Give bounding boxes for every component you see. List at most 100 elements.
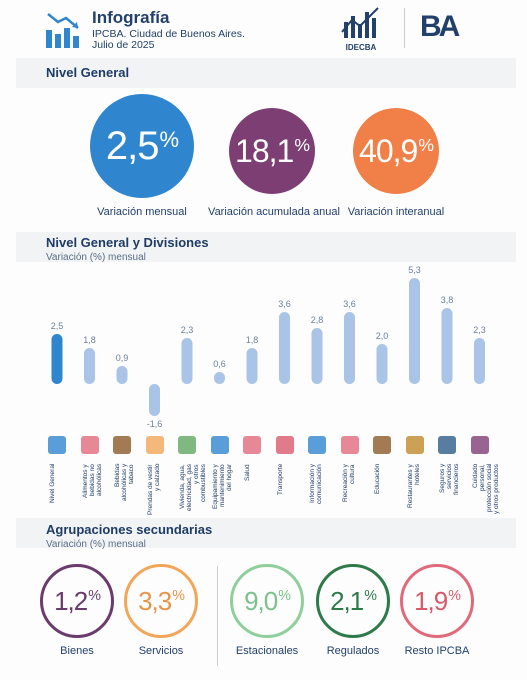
bar-value-label-6: 1,8 bbox=[246, 335, 259, 345]
section-band-nivel-general bbox=[16, 58, 516, 88]
subtitle-line-1: IPCBA. Ciudad de Buenos Aires. bbox=[92, 28, 245, 40]
header-divider bbox=[404, 8, 405, 48]
bar-value-label-8: 2,8 bbox=[311, 315, 324, 325]
division-label-1: Alimentos y bebidas no alcohólicas bbox=[81, 464, 103, 498]
group-bienes-ring: 1,2% bbox=[40, 564, 114, 638]
bar-12 bbox=[441, 308, 453, 384]
bar-value-label-11: 5,3 bbox=[408, 265, 421, 275]
bar-0 bbox=[51, 334, 63, 384]
group-estacionales-ring: 9,0% bbox=[230, 564, 304, 638]
bar-11 bbox=[409, 278, 420, 384]
group-estacionales-value: 9,0 bbox=[244, 585, 278, 616]
bar-9 bbox=[344, 312, 355, 384]
division-label-7: Transporte bbox=[276, 464, 284, 496]
bar-value-label-1: 1,8 bbox=[83, 335, 96, 345]
group-resto-ring: 1,9% bbox=[400, 564, 474, 638]
bar-10 bbox=[376, 344, 388, 384]
division-label-0: Nivel General bbox=[49, 464, 56, 504]
bar-4 bbox=[181, 338, 193, 384]
car-icon bbox=[275, 436, 294, 454]
computer-icon bbox=[308, 436, 326, 454]
bar-value-label-5: 0,6 bbox=[213, 359, 226, 369]
bar-value-label-4: 2,3 bbox=[181, 325, 194, 335]
group-bienes-caption: Bienes bbox=[60, 645, 94, 657]
group-estacionales-caption: Estacionales bbox=[235, 645, 299, 657]
group-servicios-value: 3,3 bbox=[138, 585, 172, 616]
idecba-logo-text: IDECBA bbox=[345, 43, 377, 52]
bar-1 bbox=[84, 348, 95, 384]
bar-8 bbox=[311, 328, 323, 384]
indicator-yearly-value: 40,9 bbox=[359, 132, 418, 169]
group-regulados-caption: Regulados bbox=[326, 645, 380, 657]
bar-2 bbox=[116, 366, 128, 384]
division-label-9: Recreación y cultura bbox=[341, 464, 356, 502]
division-icons-row bbox=[0, 434, 527, 464]
percent-sign: % bbox=[172, 587, 185, 604]
bar-value-label-3: -1,6 bbox=[147, 419, 163, 429]
section-title-agrupaciones: Agrupaciones secundarias bbox=[46, 522, 213, 537]
group-bienes-value: 1,2 bbox=[54, 585, 88, 616]
section-title-divisiones: Nivel General y Divisiones bbox=[46, 235, 209, 250]
indicator-yearly-circle: 40,9% bbox=[353, 108, 439, 194]
section-subtitle-divisiones: Variación (%) mensual bbox=[46, 252, 146, 263]
ba-logo: BA bbox=[420, 10, 460, 43]
group-servicios-ring: 3,3% bbox=[124, 564, 198, 638]
index-icon bbox=[48, 436, 66, 454]
header-chart-icon bbox=[44, 10, 82, 50]
furniture-icon bbox=[210, 436, 229, 454]
recreation-icon bbox=[340, 436, 359, 454]
division-label-6: Salud bbox=[244, 464, 251, 481]
subtitle-line-2: Julio de 2025 bbox=[92, 39, 155, 51]
division-label-4: Vivienda, agua, electricidad, gas y otro… bbox=[179, 464, 207, 511]
group-resto-value: 1,9 bbox=[414, 585, 448, 616]
bar-value-label-9: 3,6 bbox=[343, 299, 356, 309]
idecba-logo: IDECBA bbox=[340, 6, 382, 52]
section-subtitle-agrupaciones: Variación (%) mensual bbox=[46, 539, 146, 550]
restaurant-icon bbox=[405, 436, 424, 454]
percent-sign: % bbox=[159, 126, 180, 152]
group-servicios-caption: Servicios bbox=[138, 645, 184, 657]
food-icon bbox=[80, 436, 99, 454]
percent-sign: % bbox=[418, 135, 434, 156]
education-icon bbox=[373, 436, 391, 454]
section-title-nivel-general: Nivel General bbox=[46, 65, 130, 80]
percent-sign: % bbox=[88, 587, 101, 604]
percent-sign: % bbox=[364, 587, 377, 604]
group-regulados-ring: 2,1% bbox=[316, 564, 390, 638]
group-regulados-value: 2,1 bbox=[330, 585, 364, 616]
bar-6 bbox=[246, 348, 258, 384]
division-label-10: Educación bbox=[374, 464, 381, 495]
indicator-monthly-caption: Variación mensual bbox=[97, 206, 187, 218]
division-label-8: Información y comunicación bbox=[309, 464, 323, 504]
division-label-2: Bebidas alcohólicas y tabaco bbox=[114, 464, 135, 502]
division-labels-row: Nivel General Alimentos y bebidas no alco… bbox=[0, 462, 527, 522]
indicator-accumulated-value: 18,1 bbox=[235, 132, 294, 169]
division-label-5: Equipamiento y mantenimiento del hogar bbox=[211, 464, 233, 509]
house-icon bbox=[178, 436, 196, 454]
bar-value-label-2: 0,9 bbox=[116, 353, 129, 363]
groups-divider bbox=[217, 566, 218, 666]
divisions-bar-chart: 2,5 1,8 0,9 -1,6 2,3 0,6 1,8 3,6 2,8 3,6 2,0 5,3 3,8… bbox=[51, 265, 486, 429]
percent-sign: % bbox=[278, 587, 291, 604]
clothing-icon bbox=[145, 436, 164, 454]
indicator-yearly-caption: Variación interanual bbox=[347, 206, 445, 218]
division-label-13: Cuidado personal, protección social y ot… bbox=[471, 464, 500, 514]
division-label-11: Restaurantes y hoteles bbox=[406, 464, 421, 508]
division-label-12: Seguros y servicios financieros bbox=[439, 464, 460, 496]
bar-value-label-7: 3,6 bbox=[278, 299, 291, 309]
personal-care-icon bbox=[470, 436, 489, 454]
division-label-3: Prendas de vestir y calzado bbox=[146, 464, 161, 515]
health-icon bbox=[243, 436, 261, 454]
page-subtitle: IPCBA. Ciudad de Buenos Aires. Julio de … bbox=[92, 29, 245, 51]
bar-value-label-10: 2,0 bbox=[376, 331, 389, 341]
percent-sign: % bbox=[448, 587, 461, 604]
group-resto-caption: Resto IPCBA bbox=[404, 645, 470, 657]
bar-7 bbox=[279, 312, 290, 384]
bar-13 bbox=[474, 338, 485, 384]
bar-value-label-12: 3,8 bbox=[441, 295, 454, 305]
indicator-accumulated-caption: Variación acumulada anual bbox=[208, 206, 340, 218]
indicator-monthly-circle: 2,5% bbox=[90, 94, 194, 198]
section-band-agrupaciones bbox=[16, 518, 516, 548]
section-band-divisiones bbox=[16, 232, 516, 262]
bottle-icon bbox=[113, 436, 131, 454]
